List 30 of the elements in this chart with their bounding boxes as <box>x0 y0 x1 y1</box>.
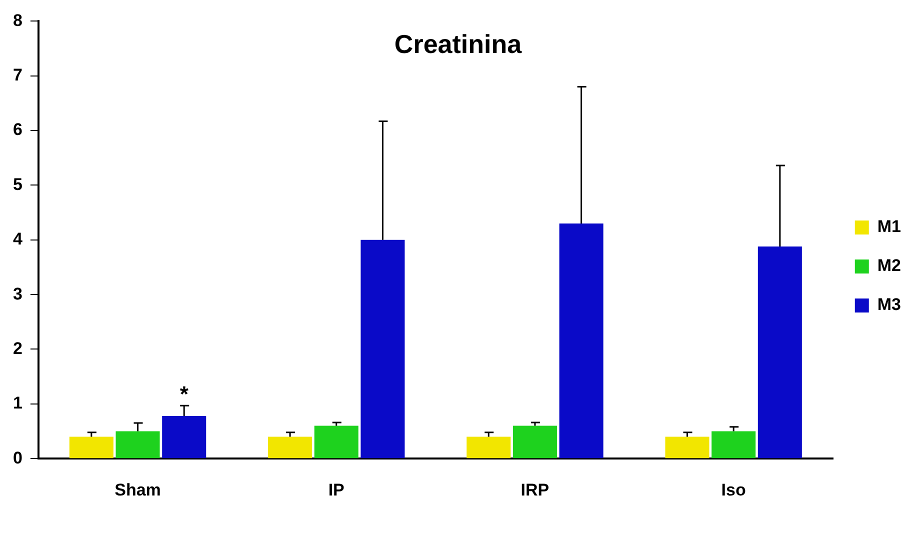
legend-label: M1 <box>877 217 902 236</box>
bar <box>314 426 358 458</box>
bar <box>758 246 802 458</box>
x-tick-label: Sham <box>114 480 161 500</box>
x-tick-label: IP <box>328 480 344 500</box>
annotation: * <box>180 382 189 407</box>
y-tick-label: 8 <box>12 10 22 30</box>
x-tick-label: Iso <box>721 480 746 500</box>
y-tick-label: 6 <box>12 120 22 140</box>
legend-label: M2 <box>877 256 902 276</box>
bar <box>512 426 557 458</box>
y-tick-label: 4 <box>12 230 23 249</box>
bar <box>466 436 511 458</box>
bar <box>268 436 312 458</box>
y-tick-label: 7 <box>12 66 22 85</box>
y-tick-label: 2 <box>12 338 22 358</box>
bar <box>559 224 604 458</box>
y-tick-label: 0 <box>12 448 22 468</box>
bar <box>116 431 160 458</box>
bar <box>360 240 405 458</box>
y-tick-label: 1 <box>12 394 22 413</box>
legend-label: M3 <box>877 295 902 314</box>
y-tick-label: 5 <box>12 174 22 194</box>
bar <box>162 416 206 458</box>
bar <box>665 436 710 458</box>
bar <box>69 436 114 458</box>
chart-title: Creatinina <box>394 28 522 59</box>
bar <box>712 431 756 458</box>
y-tick-label: 3 <box>12 284 22 304</box>
x-tick-label: IRP <box>520 480 550 500</box>
